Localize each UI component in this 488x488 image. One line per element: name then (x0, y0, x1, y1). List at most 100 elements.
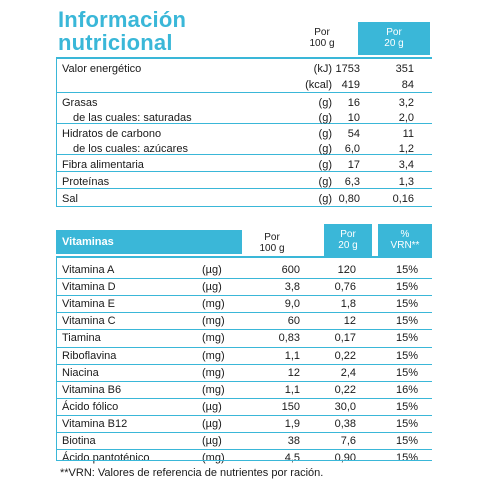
row-divider (56, 256, 432, 258)
vitamin-name: Ácido pantoténico (62, 452, 150, 464)
vitamin-unit: (mg) (202, 350, 225, 362)
vitamin-vrn: 15% (395, 401, 418, 413)
vitamin-per20: 0,17 (334, 332, 356, 344)
vitamin-row: Vitamina B6 (mg) 1,1 0,22 16% (56, 382, 432, 398)
vitamin-per100: 0,83 (278, 332, 300, 344)
left-border (56, 256, 57, 461)
vitamin-per20: 7,6 (340, 435, 356, 447)
nutrient-per20: 1,3 (398, 176, 414, 188)
nutrient-per100: 16 (347, 97, 360, 109)
vitamin-row: Biotina (µg) 38 7,6 15% (56, 433, 432, 449)
vitamin-per100: 38 (287, 435, 300, 447)
vitamin-row: Ácido pantoténico (mg) 4,5 0,90 15% (56, 450, 432, 466)
row-divider (56, 449, 432, 450)
vitamin-unit: (µg) (202, 418, 222, 430)
vitamin-unit: (mg) (202, 298, 225, 310)
vitamin-unit: (mg) (202, 315, 225, 327)
vitamin-name: Vitamina C (62, 315, 116, 327)
vitamin-row: Ácido fólico (µg) 150 30,0 15% (56, 399, 432, 415)
vit-header-per100: Por 100 g (259, 232, 285, 254)
vitamin-vrn: 15% (395, 367, 418, 379)
vitamin-name: Biotina (62, 435, 96, 447)
vitamin-row: Niacina (mg) 12 2,4 15% (56, 365, 432, 381)
nutrient-name: Hidratos de carbono (62, 128, 162, 140)
row-divider (56, 57, 432, 59)
nutrient-per100: 10 (347, 112, 360, 124)
nutrient-row: (kcal) 419 84 (56, 77, 432, 93)
nutrient-name: Proteínas (62, 176, 110, 188)
row-divider (56, 278, 432, 279)
nutrient-row: Hidratos de carbono (g) 54 11 (56, 126, 432, 142)
row-divider (56, 171, 432, 172)
nutrient-per100: 0,80 (338, 193, 360, 205)
nutrient-per20: 0,16 (392, 193, 414, 205)
nutrient-per100: 6,0 (344, 143, 360, 155)
nutrient-unit: (g) (318, 193, 332, 205)
row-divider (56, 123, 432, 124)
nutrient-per100: 1753 (335, 63, 360, 75)
vit-header-per20: Por 20 g (324, 224, 372, 256)
footnote: **VRN: Valores de referencia de nutrient… (60, 467, 324, 479)
vitamin-vrn: 15% (395, 298, 418, 310)
vitamin-row: Vitamina A (µg) 600 120 15% (56, 262, 432, 278)
nutrient-per100: 17 (347, 159, 360, 171)
nutrient-per100: 419 (341, 79, 360, 91)
vitamin-unit: (mg) (202, 332, 225, 344)
vitamin-per20: 0,22 (334, 384, 356, 396)
row-divider (56, 92, 432, 93)
vitamin-vrn: 15% (395, 315, 418, 327)
vitamin-per100: 60 (287, 315, 300, 327)
nutrient-name: de los cuales: azúcares (73, 143, 188, 155)
row-divider (56, 329, 432, 330)
row-divider (56, 460, 432, 461)
vitamin-name: Vitamina A (62, 264, 115, 276)
vitamin-row: Vitamina D (µg) 3,8 0,76 15% (56, 279, 432, 295)
vitamin-per20: 30,0 (334, 401, 356, 413)
vitamin-per100: 600 (281, 264, 300, 276)
nutrient-unit: (g) (318, 143, 332, 155)
vitamin-row: Vitamina C (mg) 60 12 15% (56, 313, 432, 329)
nutrient-name: de las cuales: saturadas (73, 112, 192, 124)
vitamin-per20: 12 (343, 315, 356, 327)
title-line-1: Información (58, 7, 187, 32)
row-divider (56, 347, 432, 348)
nutrient-name: Sal (62, 193, 78, 205)
header-per100: Por 100 g (309, 27, 335, 49)
vitamin-vrn: 15% (395, 281, 418, 293)
vitamin-row: Riboflavina (mg) 1,1 0,22 15% (56, 348, 432, 364)
vitamin-per20: 1,8 (340, 298, 356, 310)
title-line-2: nutricional (58, 30, 173, 55)
nutrient-per20: 3,2 (398, 97, 414, 109)
row-divider (56, 312, 432, 313)
vitamin-vrn: 15% (395, 332, 418, 344)
vitamin-name: Riboflavina (62, 350, 117, 362)
vitamin-name: Vitamina B12 (62, 418, 128, 430)
nutrient-per100: 54 (347, 128, 360, 140)
vitamin-unit: (µg) (202, 435, 222, 447)
nutrient-per20: 11 (402, 128, 414, 140)
vitamin-per20: 0,38 (334, 418, 356, 430)
nutrient-unit: (kJ) (313, 63, 332, 75)
vitamin-per100: 150 (281, 401, 300, 413)
vitamin-vrn: 15% (395, 350, 418, 362)
nutrient-row: Proteínas (g) 6,3 1,3 (56, 174, 432, 190)
vitamin-vrn: 16% (395, 384, 418, 396)
nutrient-unit: (g) (318, 176, 332, 188)
nutrient-per20: 84 (401, 79, 414, 91)
vitamin-unit: (mg) (202, 367, 225, 379)
nutrient-unit: (g) (318, 128, 332, 140)
vitamin-per20: 120 (337, 264, 356, 276)
nutrient-name: Fibra alimentaria (62, 159, 144, 171)
vitamin-per100: 1,9 (284, 418, 300, 430)
vitamin-unit: (µg) (202, 401, 222, 413)
vitamin-name: Ácido fólico (62, 401, 119, 413)
vitamin-per20: 0,76 (334, 281, 356, 293)
vitamin-unit: (µg) (202, 281, 222, 293)
nutrient-per20: 351 (395, 63, 414, 75)
row-divider (56, 398, 432, 399)
vitamin-name: Vitamina B6 (62, 384, 122, 396)
row-divider (56, 295, 432, 296)
nutrient-per20: 3,4 (398, 159, 414, 171)
row-divider (56, 206, 432, 207)
vitamin-name: Tiamina (62, 332, 101, 344)
